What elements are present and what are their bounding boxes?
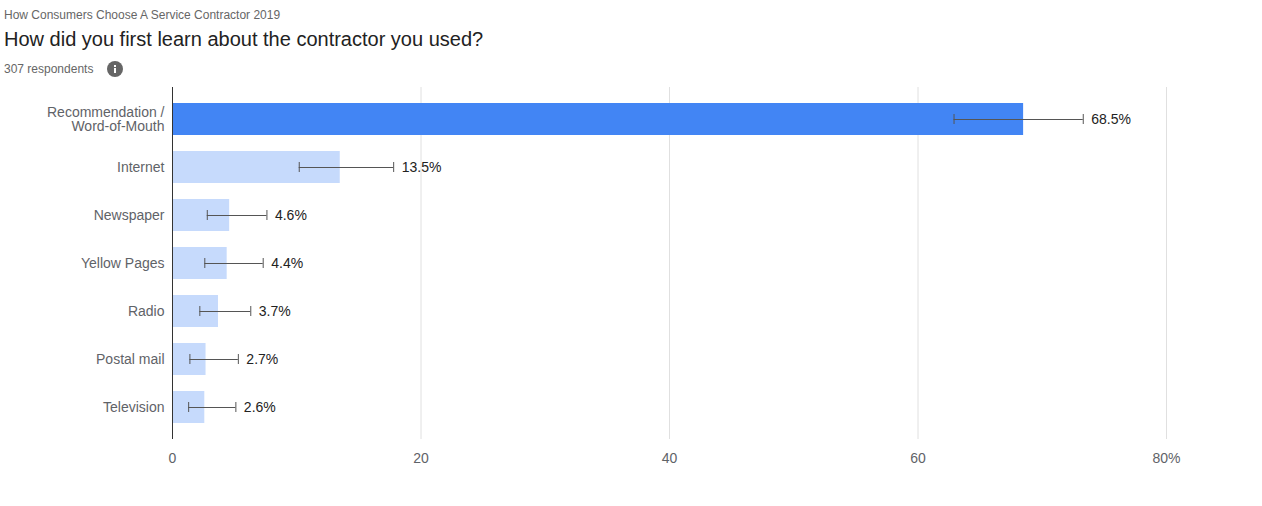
svg-text:4.6%: 4.6% — [275, 207, 307, 223]
svg-text:68.5%: 68.5% — [1091, 111, 1131, 127]
svg-text:4.4%: 4.4% — [271, 255, 303, 271]
svg-text:Postal mail: Postal mail — [96, 351, 164, 367]
html-text:How Consumers Choose A Service: How Consumers Choose A Service Contracto… — [4, 8, 281, 22]
svg-text:20: 20 — [413, 450, 429, 466]
svg-text:0: 0 — [169, 450, 177, 466]
svg-text:13.5%: 13.5% — [402, 159, 442, 175]
svg-text:80%: 80% — [1152, 450, 1180, 466]
html-text:307 respondents: 307 respondents — [4, 62, 94, 76]
svg-text:60: 60 — [910, 450, 926, 466]
svg-text:Newspaper: Newspaper — [94, 207, 165, 223]
svg-text:2.7%: 2.7% — [246, 351, 278, 367]
svg-text:40: 40 — [662, 450, 678, 466]
svg-text:2.6%: 2.6% — [244, 399, 276, 415]
svg-text:Radio: Radio — [128, 303, 165, 319]
svg-text:Yellow Pages: Yellow Pages — [81, 255, 165, 271]
svg-text:Television: Television — [103, 399, 164, 415]
svg-text:3.7%: 3.7% — [259, 303, 291, 319]
svg-text:Recommendation /Word-of-Mouth: Recommendation /Word-of-Mouth — [47, 104, 165, 134]
html-text:How did you first learn about: How did you first learn about the contra… — [4, 28, 484, 50]
svg-text:Internet: Internet — [117, 159, 165, 175]
